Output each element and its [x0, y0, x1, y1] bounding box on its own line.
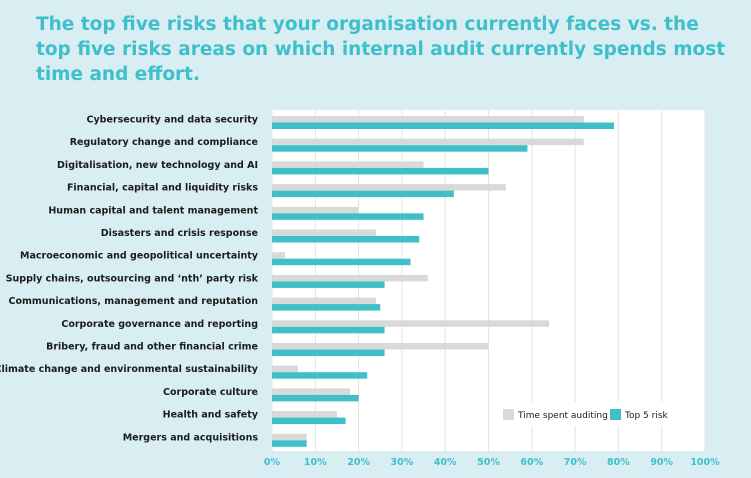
bar-top5-risk: [272, 394, 359, 402]
bar-top5-risk: [272, 167, 489, 175]
bar-top5-risk: [272, 440, 307, 447]
bar-top5-risk: [272, 145, 528, 152]
bar-time-spent: [272, 411, 337, 418]
bar-time-spent: [272, 161, 424, 168]
x-tick-label: 100%: [690, 457, 720, 468]
legend: Time spent auditing Top 5 risk: [496, 402, 694, 426]
category-label: Climate change and environmental sustain…: [0, 364, 259, 375]
category-label: Disasters and crisis response: [101, 228, 258, 239]
legend-swatch-top5: [610, 409, 621, 420]
bar-time-spent: [272, 297, 376, 305]
x-tick-label: 80%: [607, 457, 630, 468]
bar-top5-risk: [272, 122, 615, 129]
x-tick-label: 60%: [520, 457, 543, 468]
category-label: Financial, capital and liquidity risks: [67, 183, 258, 194]
bar-time-spent: [272, 252, 285, 259]
x-tick-label: 90%: [650, 457, 673, 468]
bar-top5-risk: [272, 417, 346, 425]
x-tick-label: 40%: [434, 457, 457, 468]
x-tick-label: 30%: [391, 457, 414, 468]
bar-time-spent: [272, 343, 489, 350]
category-label: Supply chains, outsourcing and ‘nth’ par…: [6, 273, 259, 284]
chart-title: The top five risks that your organisatio…: [36, 14, 726, 85]
bar-top5-risk: [272, 304, 381, 311]
legend-label-time-spent: Time spent auditing: [517, 411, 608, 421]
x-tick-label: 70%: [564, 457, 587, 468]
x-tick-labels: 0% 10% 20% 30% 40% 50% 60% 70% 80% 90% 100%: [264, 457, 720, 468]
bar-top5-risk: [272, 236, 420, 243]
category-label: Communications, management and reputatio…: [9, 296, 259, 307]
bar-time-spent: [272, 206, 359, 214]
category-label: Bribery, fraud and other financial crime: [46, 342, 258, 353]
bar-top5-risk: [272, 213, 424, 220]
bar-time-spent: [272, 388, 350, 395]
bars-group: [272, 116, 615, 447]
category-label: Macroeconomic and geopolitical uncertain…: [20, 251, 259, 262]
category-label: Health and safety: [163, 410, 259, 421]
category-label: Digitalisation, new technology and AI: [57, 160, 258, 171]
x-tick-label: 10%: [304, 457, 327, 468]
bar-time-spent: [272, 365, 298, 373]
bar-top5-risk: [272, 258, 411, 266]
bar-top5-risk: [272, 281, 385, 288]
bar-time-spent: [272, 274, 428, 282]
bar-time-spent: [272, 184, 506, 191]
category-labels: Cybersecurity and data security Regulator…: [0, 115, 259, 444]
bar-time-spent: [272, 433, 307, 441]
legend-label-top5: Top 5 risk: [624, 411, 669, 421]
category-label: Cybersecurity and data security: [87, 115, 259, 126]
bar-top5-risk: [272, 326, 385, 334]
legend-box: [496, 402, 694, 426]
bar-time-spent: [272, 138, 584, 146]
x-tick-label: 0%: [264, 457, 281, 468]
bar-top5-risk: [272, 372, 368, 379]
bar-time-spent: [272, 229, 376, 236]
x-tick-label: 20%: [347, 457, 370, 468]
legend-swatch-time-spent: [503, 409, 514, 420]
bar-time-spent: [272, 116, 584, 123]
bar-top5-risk: [272, 190, 454, 198]
category-label: Human capital and talent management: [48, 205, 258, 216]
category-label: Corporate culture: [163, 387, 258, 398]
x-tick-label: 50%: [477, 457, 500, 468]
category-label: Corporate governance and reporting: [61, 319, 258, 330]
bar-top5-risk: [272, 349, 385, 356]
category-label: Regulatory change and compliance: [70, 137, 258, 148]
bar-time-spent: [272, 320, 550, 327]
category-label: Mergers and acquisitions: [123, 432, 259, 443]
